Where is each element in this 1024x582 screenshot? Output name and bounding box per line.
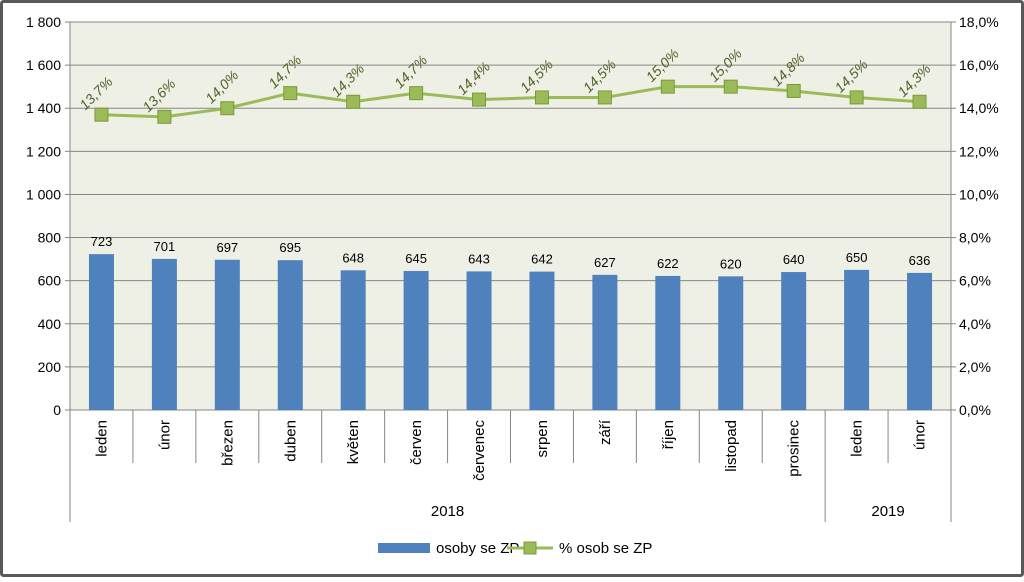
- left-axis-tick-label: 0: [53, 402, 61, 418]
- bar-value-label: 645: [405, 251, 427, 266]
- bar-value-label: 701: [154, 239, 176, 254]
- percent-marker: [597, 90, 612, 105]
- bar-value-label: 695: [279, 240, 301, 255]
- right-axis-tick-label: 16,0%: [959, 57, 999, 73]
- bar: [466, 271, 492, 410]
- year-group-label: 2018: [431, 503, 464, 520]
- percent-marker: [220, 101, 235, 116]
- bar: [403, 270, 429, 410]
- bar: [844, 269, 870, 410]
- right-axis-tick-label: 2,0%: [959, 359, 991, 375]
- left-axis-tick-label: 1 000: [26, 186, 61, 202]
- bar-value-label: 620: [720, 256, 742, 271]
- percent-marker: [912, 94, 927, 109]
- right-axis-tick-label: 18,0%: [959, 14, 999, 30]
- right-axis-tick-label: 0,0%: [959, 402, 991, 418]
- right-axis-tick-label: 12,0%: [959, 143, 999, 159]
- left-axis-tick-label: 1 600: [26, 57, 61, 73]
- bar-value-label: 650: [846, 250, 868, 265]
- year-group-label: 2019: [871, 503, 904, 520]
- legend-swatch-bars: [378, 543, 430, 553]
- percent-marker: [849, 90, 864, 105]
- left-axis-tick-label: 800: [38, 230, 62, 246]
- legend-label-bars: osoby se ZP: [436, 540, 519, 557]
- left-axis-tick-label: 1 200: [26, 143, 61, 159]
- bar-value-label: 723: [91, 234, 113, 249]
- bar: [277, 260, 303, 410]
- bar-value-label: 642: [531, 252, 553, 267]
- bar-value-label: 622: [657, 256, 679, 271]
- right-axis-tick-label: 6,0%: [959, 273, 991, 289]
- left-axis-tick-label: 1 400: [26, 100, 61, 116]
- left-axis-tick-label: 400: [38, 316, 62, 332]
- bar: [151, 258, 177, 410]
- left-axis-tick-label: 200: [38, 359, 62, 375]
- left-axis-tick-label: 1 800: [26, 14, 61, 30]
- right-axis-tick-label: 10,0%: [959, 186, 999, 202]
- category-label: prosinec: [786, 420, 803, 477]
- category-label: únor: [156, 420, 173, 450]
- percent-line: [101, 85, 920, 119]
- percent-marker: [472, 92, 487, 107]
- right-axis-tick-label: 8,0%: [959, 230, 991, 246]
- bar: [718, 276, 744, 410]
- percent-marker: [409, 86, 424, 101]
- bar: [88, 254, 114, 410]
- plot-area: [69, 21, 952, 411]
- percent-marker: [346, 94, 361, 109]
- category-label: květen: [345, 420, 362, 464]
- category-label: říjen: [660, 420, 677, 449]
- left-axis-tick-label: 600: [38, 273, 62, 289]
- category-label: červenec: [471, 420, 488, 481]
- bar-value-label: 697: [216, 240, 238, 255]
- category-label: duben: [282, 420, 299, 462]
- bar: [340, 270, 366, 410]
- percent-marker: [660, 79, 675, 94]
- right-axis-tick-label: 14,0%: [959, 100, 999, 116]
- bar-value-label: 640: [783, 252, 805, 267]
- category-label: leden: [849, 420, 866, 457]
- bar: [214, 259, 240, 410]
- percent-marker: [534, 90, 549, 105]
- category-label: červen: [408, 420, 425, 465]
- category-label: březen: [219, 420, 236, 466]
- category-label: srpen: [534, 420, 551, 458]
- bar: [529, 271, 555, 410]
- bar: [781, 272, 807, 410]
- bar-value-label: 643: [468, 251, 490, 266]
- percent-marker: [786, 83, 801, 98]
- percent-marker: [723, 79, 738, 94]
- bar: [907, 272, 933, 410]
- bar: [655, 275, 681, 410]
- category-label: únor: [912, 420, 929, 450]
- legend-marker-percent: [523, 541, 537, 555]
- bar-value-label: 636: [909, 253, 931, 268]
- percent-marker: [94, 107, 109, 122]
- bar-value-label: 648: [342, 250, 364, 265]
- percent-marker: [157, 109, 172, 124]
- percent-marker: [283, 86, 298, 101]
- right-axis-tick-label: 4,0%: [959, 316, 991, 332]
- category-label: listopad: [723, 420, 740, 472]
- category-label: září: [597, 419, 614, 445]
- bar: [592, 274, 618, 410]
- legend-label-percent: % osob se ZP: [559, 540, 652, 557]
- category-label: leden: [93, 420, 110, 457]
- bar-value-label: 627: [594, 255, 616, 270]
